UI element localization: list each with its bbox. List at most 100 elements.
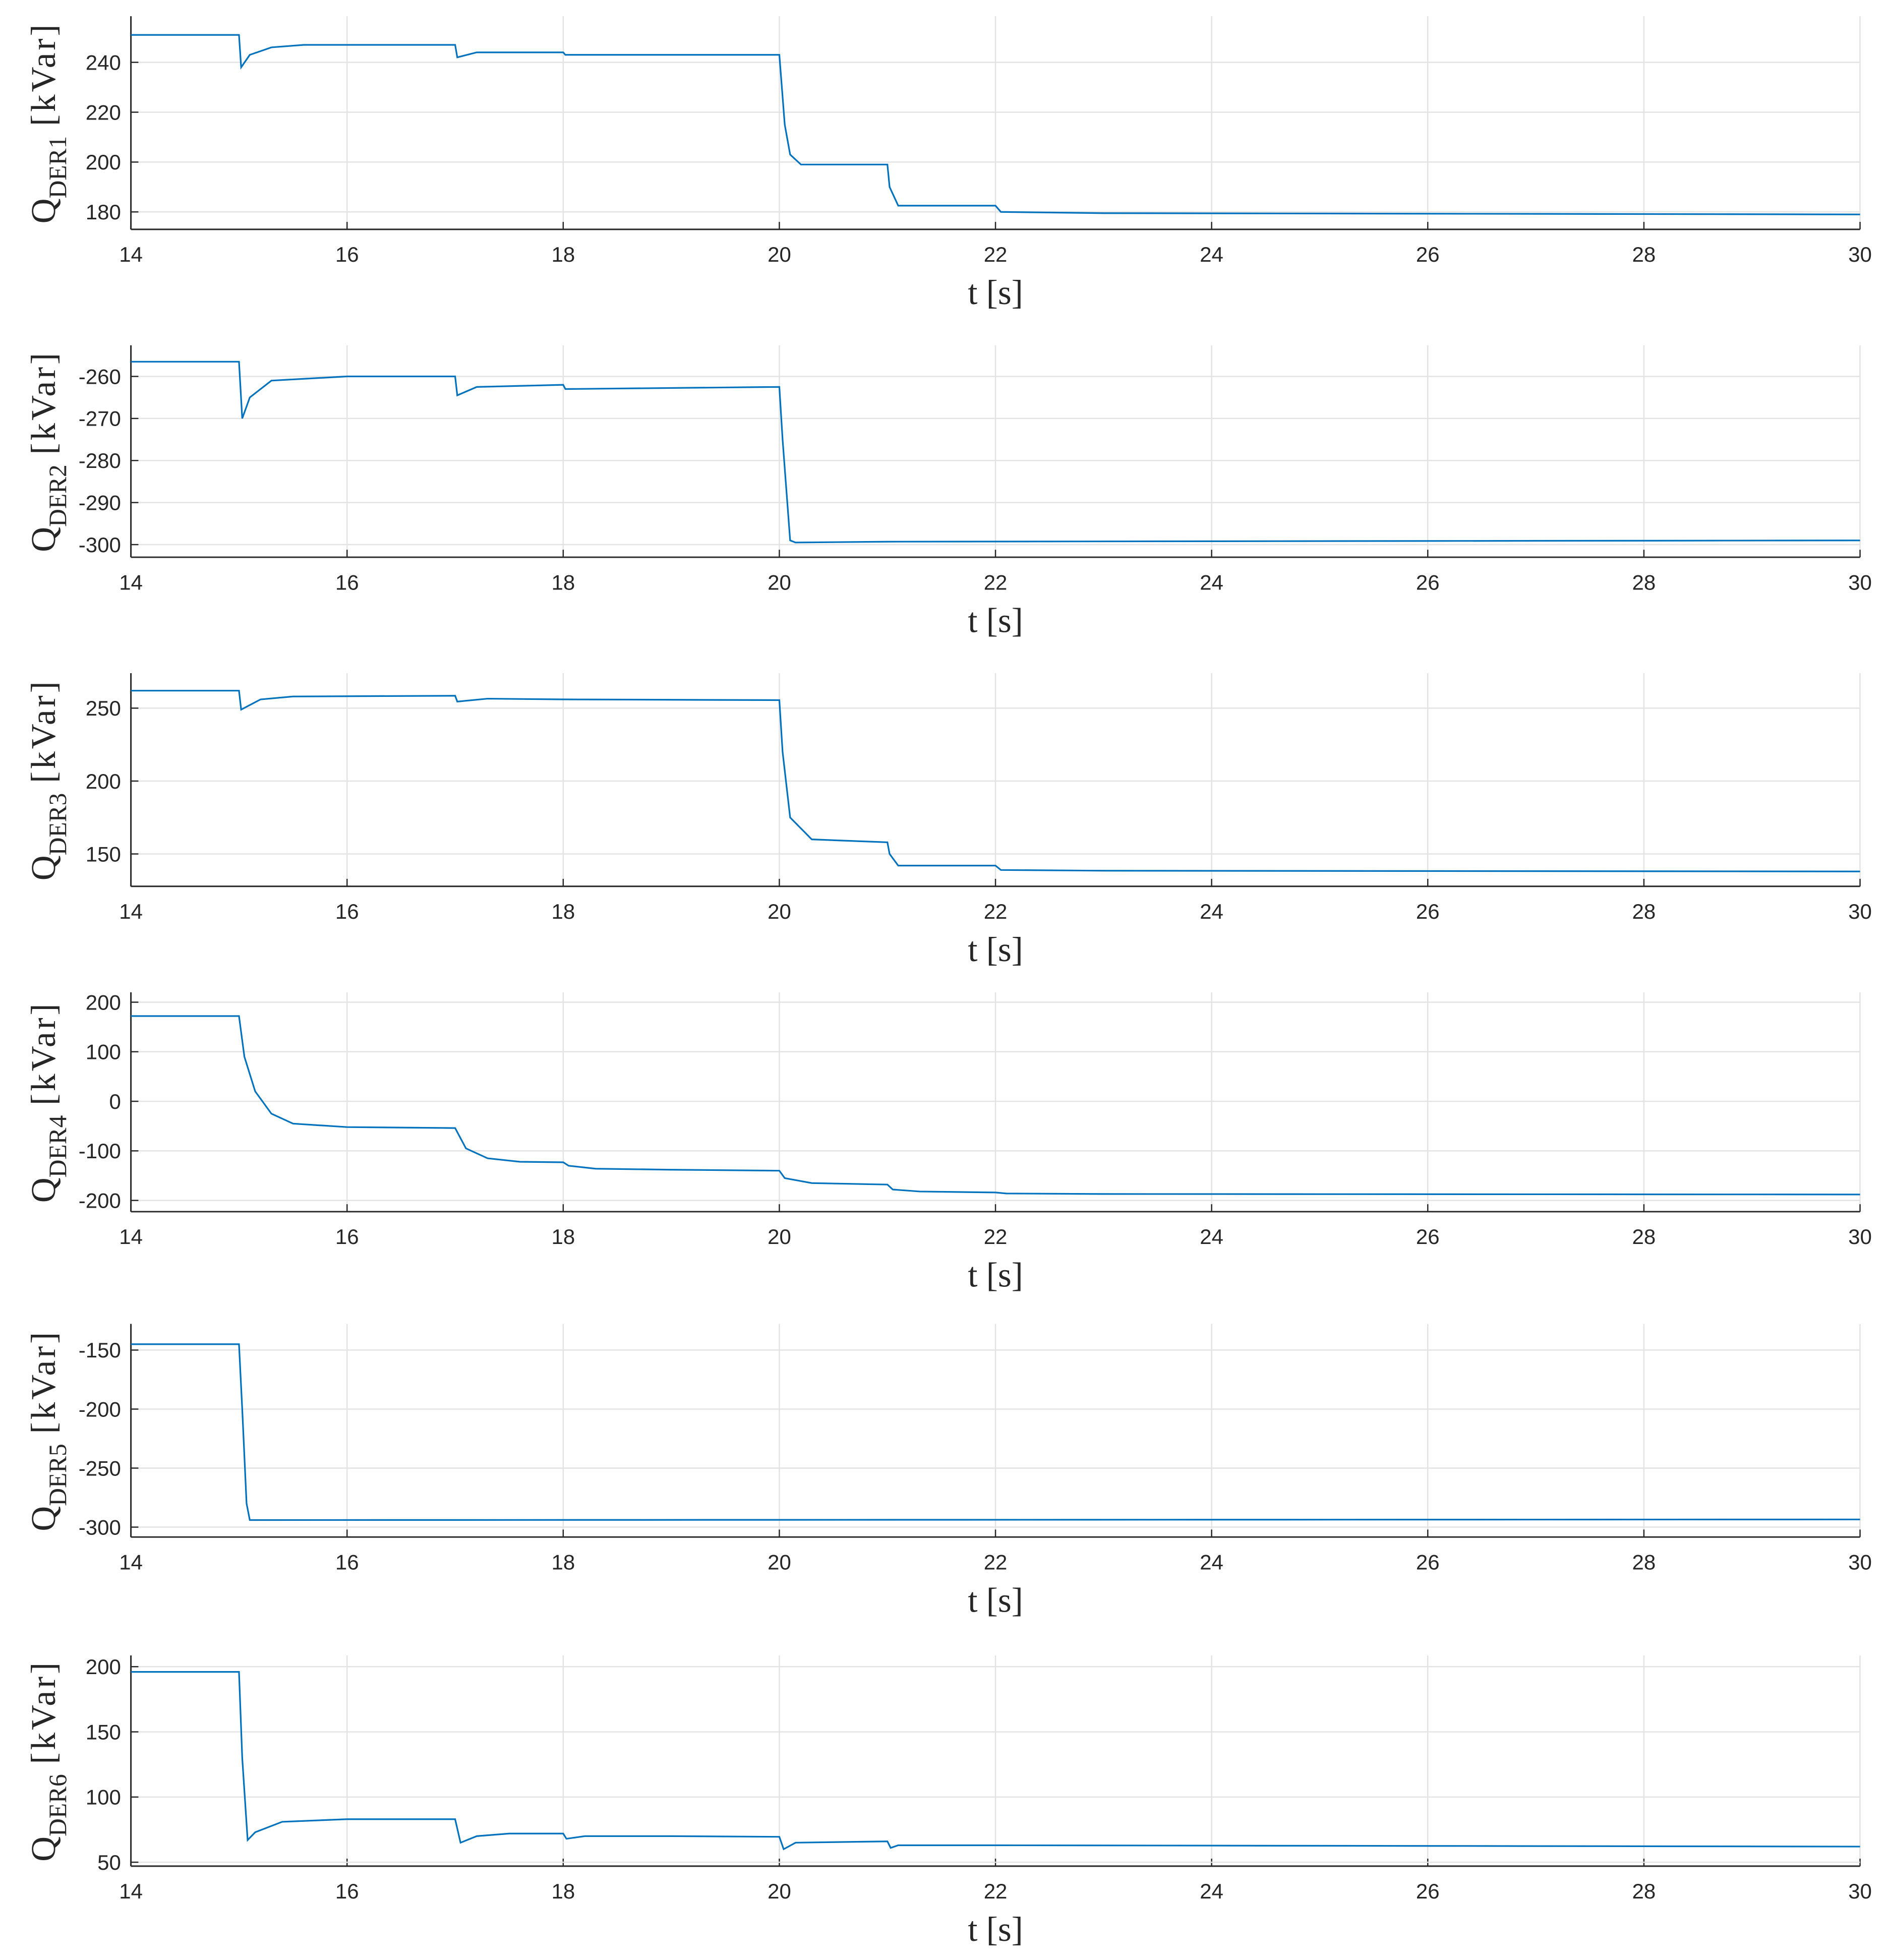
y-tick-label: -300 bbox=[79, 533, 121, 557]
y-tick-label: 0 bbox=[109, 1090, 121, 1113]
y-tick-label: 200 bbox=[86, 990, 121, 1014]
y-label-subscript: DER3 bbox=[44, 793, 72, 856]
x-tick-label: 18 bbox=[551, 900, 575, 923]
x-tick-label: 18 bbox=[551, 1879, 575, 1903]
y-tick-label: 220 bbox=[86, 100, 121, 124]
x-tick-label: 20 bbox=[768, 570, 791, 594]
x-tick-label: 30 bbox=[1848, 1550, 1872, 1574]
x-axis-label: t [s] bbox=[968, 273, 1023, 312]
y-tick-label: -300 bbox=[79, 1515, 121, 1539]
y-tick-label: -270 bbox=[79, 407, 121, 431]
x-tick-label: 24 bbox=[1200, 570, 1223, 594]
y-tick-label: 200 bbox=[86, 1655, 121, 1679]
x-tick-label: 18 bbox=[551, 570, 575, 594]
x-tick-label: 16 bbox=[335, 1225, 359, 1249]
y-label-subscript: DER1 bbox=[44, 136, 72, 199]
x-tick-label: 20 bbox=[768, 900, 791, 923]
x-tick-label: 28 bbox=[1632, 1225, 1656, 1249]
y-axis-label: QDER5 [kVar] bbox=[24, 1330, 72, 1531]
y-label-subscript: DER6 bbox=[44, 1774, 72, 1836]
y-axis-label: QDER2 [kVar] bbox=[24, 350, 72, 552]
x-tick-label: 22 bbox=[984, 900, 1008, 923]
x-tick-label: 26 bbox=[1416, 570, 1440, 594]
x-tick-label: 30 bbox=[1848, 243, 1872, 266]
x-tick-label: 24 bbox=[1200, 1879, 1223, 1903]
x-tick-label: 30 bbox=[1848, 1879, 1872, 1903]
x-tick-label: 14 bbox=[119, 1550, 143, 1574]
y-label-unit: [kVar] bbox=[24, 350, 63, 454]
subplot: 14 16 18 20 22 24 26 28 30 150 200 250 t [s] QDER3 [kV… bbox=[24, 673, 1872, 969]
y-tick-label: -280 bbox=[79, 449, 121, 472]
x-tick-label: 14 bbox=[119, 1879, 143, 1903]
x-tick-label: 16 bbox=[335, 243, 359, 266]
x-axis-label: t [s] bbox=[968, 1581, 1023, 1620]
y-tick-label: 180 bbox=[86, 200, 121, 224]
x-tick-label: 18 bbox=[551, 243, 575, 266]
x-tick-label: 18 bbox=[551, 1550, 575, 1574]
x-tick-label: 16 bbox=[335, 1879, 359, 1903]
x-tick-label: 28 bbox=[1632, 570, 1656, 594]
x-tick-label: 14 bbox=[119, 243, 143, 266]
x-tick-label: 22 bbox=[984, 1550, 1008, 1574]
data-line bbox=[131, 34, 1860, 215]
x-tick-label: 16 bbox=[335, 1550, 359, 1574]
data-line bbox=[131, 1671, 1860, 1851]
x-tick-label: 20 bbox=[768, 243, 791, 266]
y-axis-label: QDER1 [kVar] bbox=[24, 22, 72, 224]
y-label-unit: [kVar] bbox=[24, 1660, 63, 1764]
x-tick-label: 26 bbox=[1416, 1225, 1440, 1249]
x-tick-label: 26 bbox=[1416, 1550, 1440, 1574]
y-label-symbol: Q bbox=[24, 198, 63, 223]
y-tick-label: 50 bbox=[97, 1851, 121, 1874]
data-line bbox=[131, 361, 1860, 544]
x-tick-label: 26 bbox=[1416, 243, 1440, 266]
x-tick-label: 20 bbox=[768, 1550, 791, 1574]
y-label-subscript: DER5 bbox=[44, 1444, 72, 1506]
y-label-symbol: Q bbox=[24, 1836, 63, 1862]
y-tick-label: 200 bbox=[86, 769, 121, 793]
y-label-symbol: Q bbox=[24, 1506, 63, 1531]
data-line bbox=[131, 1015, 1860, 1196]
x-tick-label: 14 bbox=[119, 1225, 143, 1249]
y-tick-label: 200 bbox=[86, 150, 121, 174]
y-tick-label: 240 bbox=[86, 50, 121, 74]
x-tick-label: 24 bbox=[1200, 900, 1223, 923]
x-tick-label: 22 bbox=[984, 570, 1008, 594]
subplot: 14 16 18 20 22 24 26 28 30 -300 -250 -200 -150 t [s] Q… bbox=[24, 1324, 1872, 1620]
y-tick-label: -200 bbox=[79, 1397, 121, 1421]
y-label-subscript: DER4 bbox=[44, 1115, 72, 1178]
x-axis-label: t [s] bbox=[968, 601, 1023, 639]
y-tick-label: 150 bbox=[86, 842, 121, 866]
y-label-symbol: Q bbox=[24, 527, 63, 552]
y-tick-label: -150 bbox=[79, 1338, 121, 1362]
x-tick-label: 30 bbox=[1848, 900, 1872, 923]
y-tick-label: -100 bbox=[79, 1139, 121, 1163]
x-tick-label: 30 bbox=[1848, 570, 1872, 594]
x-tick-label: 22 bbox=[984, 1225, 1008, 1249]
x-tick-label: 24 bbox=[1200, 243, 1223, 266]
x-tick-label: 20 bbox=[768, 1225, 791, 1249]
x-tick-label: 28 bbox=[1632, 1879, 1656, 1903]
x-tick-label: 14 bbox=[119, 570, 143, 594]
subplot: 14 16 18 20 22 24 26 28 30 180 200 220 240 t [s] QDER1… bbox=[24, 16, 1872, 312]
y-tick-label: -290 bbox=[79, 491, 121, 514]
x-tick-label: 22 bbox=[984, 243, 1008, 266]
x-tick-label: 20 bbox=[768, 1879, 791, 1903]
x-tick-label: 16 bbox=[335, 900, 359, 923]
y-axis-label: QDER4 [kVar] bbox=[24, 1001, 72, 1203]
y-label-unit: [kVar] bbox=[24, 22, 63, 126]
y-label-unit: [kVar] bbox=[24, 679, 63, 783]
x-tick-label: 26 bbox=[1416, 900, 1440, 923]
x-tick-label: 28 bbox=[1632, 900, 1656, 923]
x-tick-label: 28 bbox=[1632, 243, 1656, 266]
x-tick-label: 16 bbox=[335, 570, 359, 594]
y-label-symbol: Q bbox=[24, 855, 63, 880]
y-tick-label: 250 bbox=[86, 696, 121, 720]
y-tick-label: -250 bbox=[79, 1456, 121, 1480]
x-tick-label: 24 bbox=[1200, 1225, 1223, 1249]
y-tick-label: -260 bbox=[79, 365, 121, 388]
x-tick-label: 22 bbox=[984, 1879, 1008, 1903]
y-axis-label: QDER3 [kVar] bbox=[24, 679, 72, 880]
x-tick-label: 28 bbox=[1632, 1550, 1656, 1574]
